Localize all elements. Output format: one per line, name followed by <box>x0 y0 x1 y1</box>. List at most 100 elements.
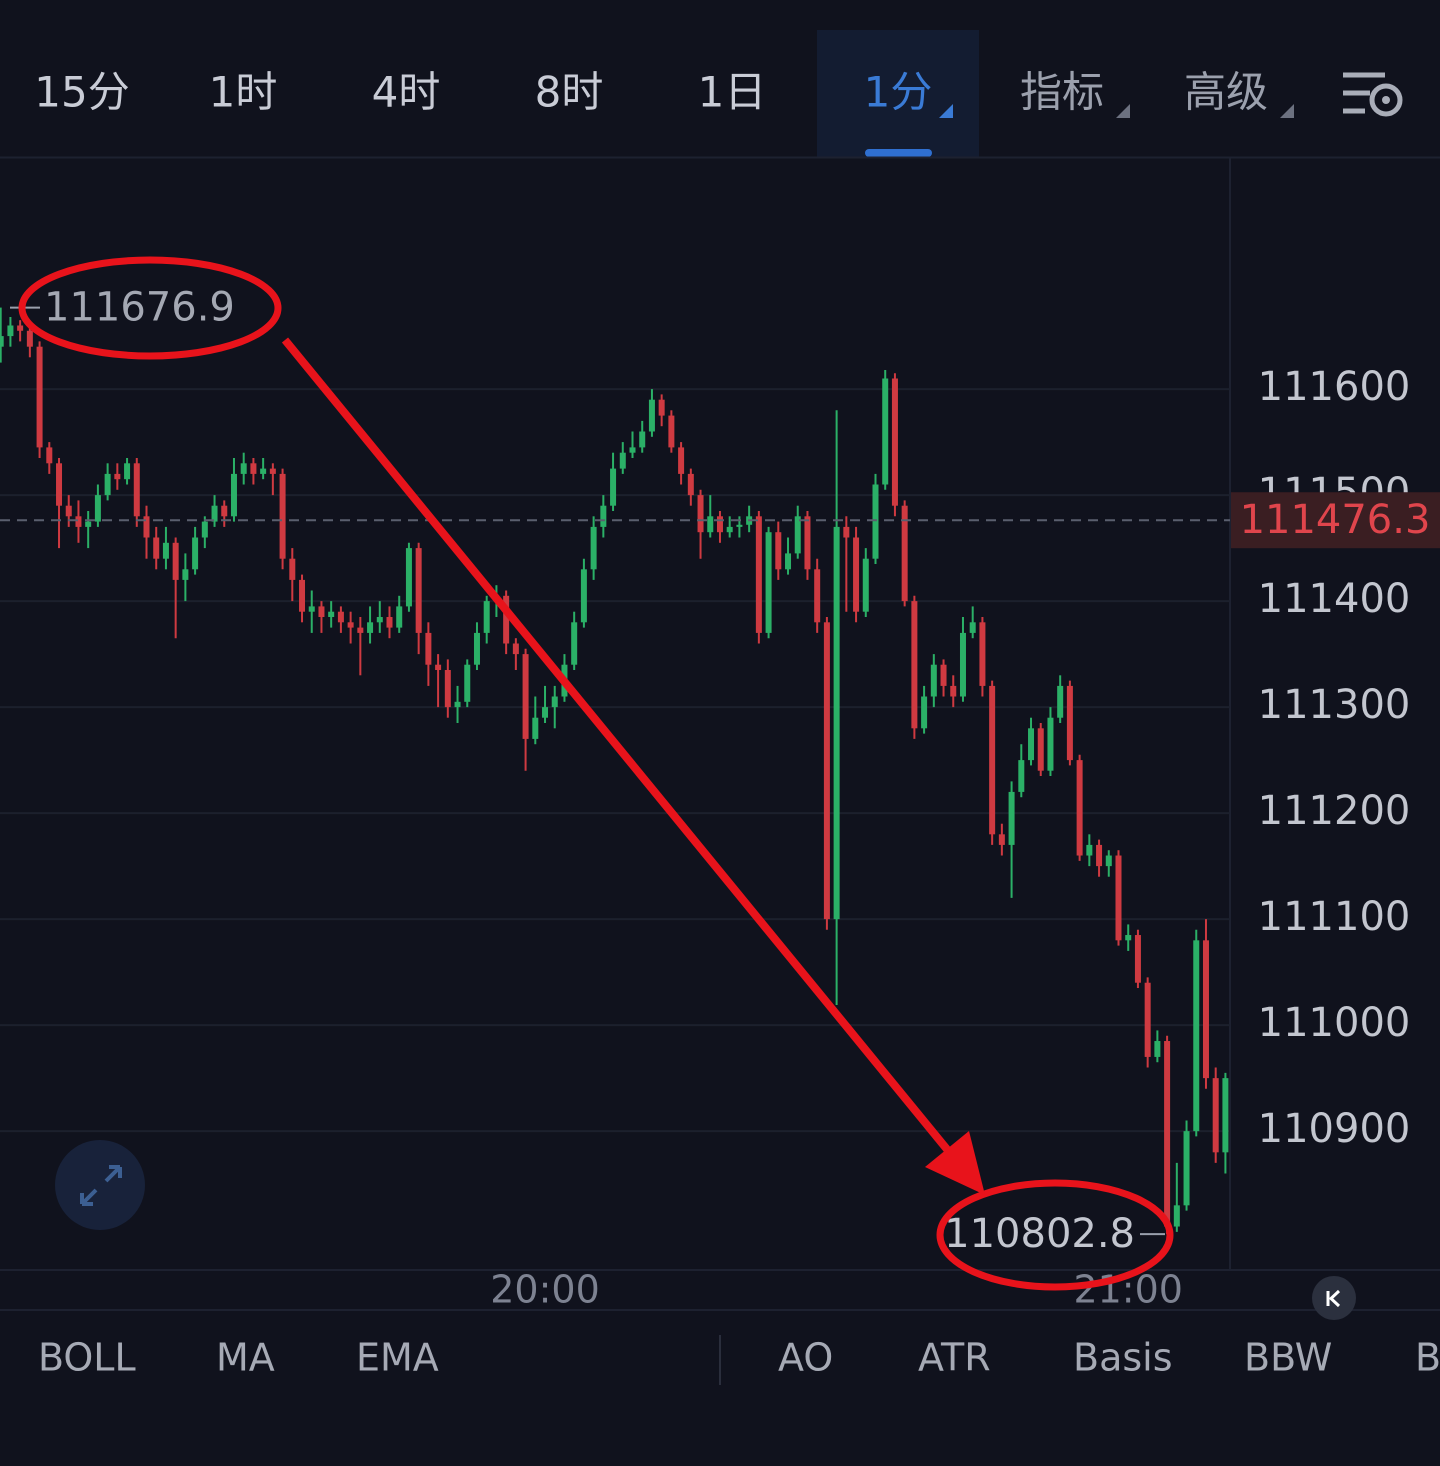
candle-body <box>133 463 140 517</box>
candle-body <box>872 484 879 559</box>
candle-body <box>124 463 131 480</box>
candle-body <box>386 617 393 628</box>
candle-body <box>716 516 723 533</box>
scroll-latest-button[interactable] <box>1312 1276 1356 1320</box>
expand-button[interactable] <box>55 1140 145 1230</box>
candle-body <box>921 696 928 729</box>
candle-body <box>153 537 160 559</box>
dropdown-mark <box>1280 104 1294 118</box>
candle-body <box>318 606 325 618</box>
indicator-tab[interactable]: AO <box>778 1336 833 1380</box>
candle-body <box>444 670 451 708</box>
candle-body <box>104 473 111 496</box>
candle-body <box>114 473 121 480</box>
candle-body <box>250 463 257 474</box>
candle-body <box>211 505 218 522</box>
active-timeframe-tab[interactable]: 1分 <box>864 68 933 117</box>
timeframe-tab[interactable]: 15分 <box>34 68 129 117</box>
y-tick-label: 111300 <box>1258 682 1411 728</box>
timeframe-tab[interactable]: 1日 <box>698 68 767 117</box>
candle-body <box>1076 760 1083 856</box>
candle-body <box>989 685 996 835</box>
candle-body <box>911 601 918 729</box>
candle-body <box>289 558 296 580</box>
indicator-tab[interactable]: BBW <box>1244 1336 1332 1380</box>
candle-body <box>862 558 869 612</box>
candle-body <box>94 495 101 522</box>
candle-body <box>668 415 675 448</box>
candle-body <box>833 526 840 920</box>
indicator-tab[interactable]: MA <box>216 1336 275 1380</box>
candle-body <box>823 622 830 920</box>
arrow-line <box>281 337 954 1156</box>
candle-body <box>940 664 947 686</box>
candle-body <box>1183 1131 1190 1206</box>
menu-tab[interactable]: 指标 <box>1020 68 1104 117</box>
candle-body <box>1222 1078 1229 1153</box>
candle-body <box>269 468 276 474</box>
candle-body <box>512 643 519 655</box>
candle-body <box>347 622 354 628</box>
x-tick-label: 20:00 <box>490 1268 600 1312</box>
candle-body <box>532 717 539 739</box>
candle-body <box>950 685 957 697</box>
candle-body <box>405 548 412 607</box>
settings-icon[interactable] <box>1343 72 1403 117</box>
expand-icon <box>80 1165 122 1206</box>
candle-body <box>814 569 821 623</box>
toolbar: 15分 1时 4时 8时 1日 1分 指标 高级 <box>34 68 1294 118</box>
menu-tab[interactable]: 高级 <box>1184 68 1268 117</box>
candle-body <box>765 532 772 633</box>
candle-body <box>1212 1078 1219 1153</box>
indicator-tab[interactable]: Basis <box>1073 1336 1173 1380</box>
candle-body <box>1086 844 1093 856</box>
candle-body <box>17 325 24 331</box>
candle-body <box>172 542 179 580</box>
candle-body <box>853 537 860 612</box>
y-tick-label: 111200 <box>1258 788 1411 834</box>
timeframe-tab[interactable]: 1时 <box>209 68 278 117</box>
active-tab-underline <box>865 149 932 157</box>
timeframe-tab[interactable]: 8时 <box>535 68 604 117</box>
candle-body <box>619 452 626 469</box>
candle-body <box>221 505 228 517</box>
candle-body <box>785 553 792 570</box>
grid: 1109001110001111001112001113001114001115… <box>0 364 1411 1312</box>
candle-body <box>1125 935 1132 941</box>
indicator-tab[interactable]: B <box>1415 1336 1440 1380</box>
candle-body <box>240 463 247 474</box>
candle-body <box>882 378 889 485</box>
candle-body <box>65 505 72 517</box>
candle-body <box>580 569 587 623</box>
highlight-ellipse <box>18 256 282 360</box>
candle-body <box>590 526 597 570</box>
current-price-label: 111476.3 <box>1240 497 1431 543</box>
candle-body <box>143 516 150 538</box>
timeframe-tab[interactable]: 4时 <box>372 68 441 117</box>
candle-body <box>687 473 694 496</box>
candle-body <box>46 447 53 464</box>
candle-body <box>328 611 335 618</box>
candle-body <box>1134 935 1141 983</box>
indicator-tab[interactable]: EMA <box>356 1336 439 1380</box>
candle-body <box>464 664 471 702</box>
candle-body <box>1066 685 1073 761</box>
settings-gear-center <box>1382 96 1390 104</box>
candle-body <box>75 516 82 527</box>
indicator-tab[interactable]: ATR <box>918 1336 991 1380</box>
min-marker-label: 110802.8 <box>944 1211 1135 1257</box>
candle-body <box>1096 844 1103 867</box>
dropdown-mark <box>1116 104 1130 118</box>
candle-body <box>600 505 607 527</box>
indicator-tab[interactable]: BOLL <box>38 1336 136 1380</box>
candle-body <box>571 622 578 665</box>
candle-body <box>7 325 14 337</box>
candle-body <box>707 516 714 533</box>
candle-body <box>396 606 403 628</box>
settings-gear <box>1369 83 1403 117</box>
candle-body <box>1018 760 1025 792</box>
arrow-head <box>925 1131 985 1195</box>
candle-body <box>85 521 92 527</box>
